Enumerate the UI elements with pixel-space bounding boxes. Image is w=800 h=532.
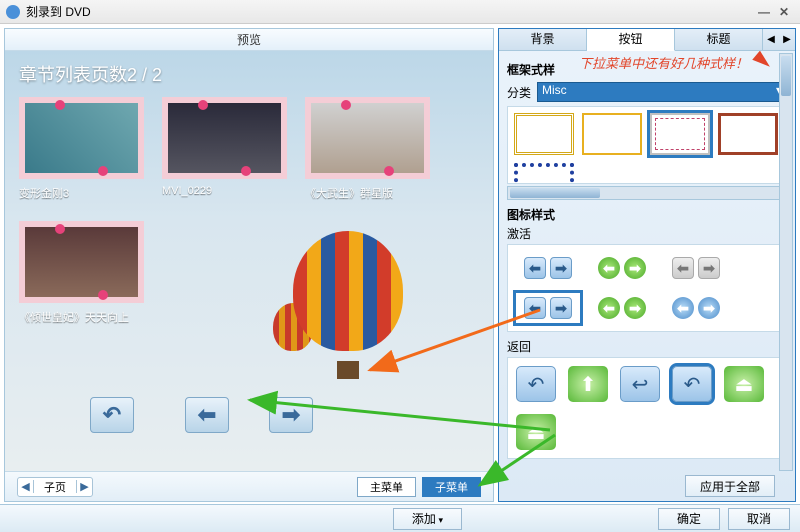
frame-style-item[interactable] <box>582 113 642 155</box>
preview-header: 预览 <box>5 29 493 51</box>
nav-style-item[interactable]: ⬅➡ <box>664 293 728 323</box>
tab-scroll-prev[interactable]: ◀ <box>763 29 779 50</box>
return-icon[interactable]: ↶ <box>90 397 134 433</box>
side-panel: 背景 按钮 标题 ◀ ▶ 下拉菜单中还有好几种式样！ 框架式样 分类 Misc … <box>498 28 796 502</box>
thumb-label: 变形金刚3 <box>19 185 144 201</box>
chapter-title: 章节列表页数2 / 2 <box>19 61 479 87</box>
window-title: 刻录到 DVD <box>26 3 91 20</box>
chapter-thumb[interactable]: 《倾世皇妃》天天向上 <box>19 221 144 325</box>
nav-style-item[interactable]: ⬅➡ <box>590 253 654 283</box>
apply-all-button[interactable]: 应用于全部 <box>685 475 775 497</box>
cancel-button[interactable]: 取消 <box>728 508 790 530</box>
pager-next[interactable]: ▶ <box>76 480 92 493</box>
frame-style-item[interactable] <box>650 113 710 155</box>
bottom-bar: 添加 确定 取消 <box>0 504 800 532</box>
thumb-label: MVI_0229 <box>162 185 287 197</box>
subpage-pager: ◀ 子页 ▶ <box>17 477 93 497</box>
tab-title[interactable]: 标题 <box>675 29 763 50</box>
annotation-text: 下拉菜单中还有好几种式样！ <box>579 53 748 72</box>
activate-icon-grid: ⬅➡ ⬅➡ ⬅➡ ⬅➡ ⬅➡ ⬅➡ <box>507 244 787 332</box>
category-select[interactable]: Misc <box>537 82 787 102</box>
balloon-decoration <box>283 231 413 391</box>
thumb-label: 《倾世皇妃》天天向上 <box>19 309 144 325</box>
ok-button[interactable]: 确定 <box>658 508 720 530</box>
nav-style-item[interactable]: ⬅➡ <box>516 293 580 323</box>
side-scrollbar[interactable] <box>779 53 793 471</box>
pager-prev[interactable]: ◀ <box>18 480 34 493</box>
prev-icon[interactable]: ⬅ <box>185 397 229 433</box>
preview-body: 章节列表页数2 / 2 变形金刚3 MVI_0229 《大武生》群星版 《倾世皇… <box>5 51 493 471</box>
tab-scroll-next[interactable]: ▶ <box>779 29 795 50</box>
thumb-label: 《大武生》群星版 <box>305 185 430 201</box>
chapter-thumb[interactable]: MVI_0229 <box>162 97 287 201</box>
category-label: 分类 <box>507 84 531 101</box>
pager-label: 子页 <box>34 479 76 495</box>
tab-button[interactable]: 按钮 <box>587 29 675 51</box>
return-style-item[interactable]: ⬆ <box>568 366 608 402</box>
titlebar: 刻录到 DVD — ✕ <box>0 0 800 24</box>
next-icon[interactable]: ➡ <box>269 397 313 433</box>
nav-style-item[interactable]: ⬅➡ <box>664 253 728 283</box>
return-label: 返回 <box>507 338 787 355</box>
nav-style-item[interactable]: ⬅➡ <box>590 293 654 323</box>
return-style-item[interactable]: ↶ <box>516 366 556 402</box>
minimize-button[interactable]: — <box>754 5 774 19</box>
sub-menu-tab[interactable]: 子菜单 <box>422 477 481 497</box>
return-style-item[interactable]: ↶ <box>672 366 712 402</box>
preview-panel: 预览 章节列表页数2 / 2 变形金刚3 MVI_0229 《大武生》群星版 <box>4 28 494 502</box>
activate-label: 激活 <box>507 225 787 242</box>
app-icon <box>6 5 20 19</box>
nav-style-item[interactable]: ⬅➡ <box>516 253 580 283</box>
frame-scrollbar[interactable] <box>507 186 787 200</box>
tab-background[interactable]: 背景 <box>499 29 587 50</box>
add-button[interactable]: 添加 <box>393 508 462 530</box>
main-menu-tab[interactable]: 主菜单 <box>357 477 416 497</box>
frame-style-item[interactable] <box>718 113 778 155</box>
return-icon-grid: ↶ ⬆ ↩ ↶ ⏏ ⏏ <box>507 357 787 459</box>
chapter-thumb[interactable]: 《大武生》群星版 <box>305 97 430 201</box>
return-style-item[interactable]: ⏏ <box>724 366 764 402</box>
preview-footer: ◀ 子页 ▶ 主菜单 子菜单 <box>5 471 493 501</box>
frame-style-item[interactable] <box>514 113 574 155</box>
return-style-item[interactable]: ⏏ <box>516 414 556 450</box>
return-style-item[interactable]: ↩ <box>620 366 660 402</box>
frame-style-item[interactable] <box>514 163 574 184</box>
icon-section-label: 图标样式 <box>507 206 787 223</box>
close-button[interactable]: ✕ <box>774 5 794 19</box>
frame-style-grid <box>507 106 787 184</box>
chapter-thumb[interactable]: 变形金刚3 <box>19 97 144 201</box>
